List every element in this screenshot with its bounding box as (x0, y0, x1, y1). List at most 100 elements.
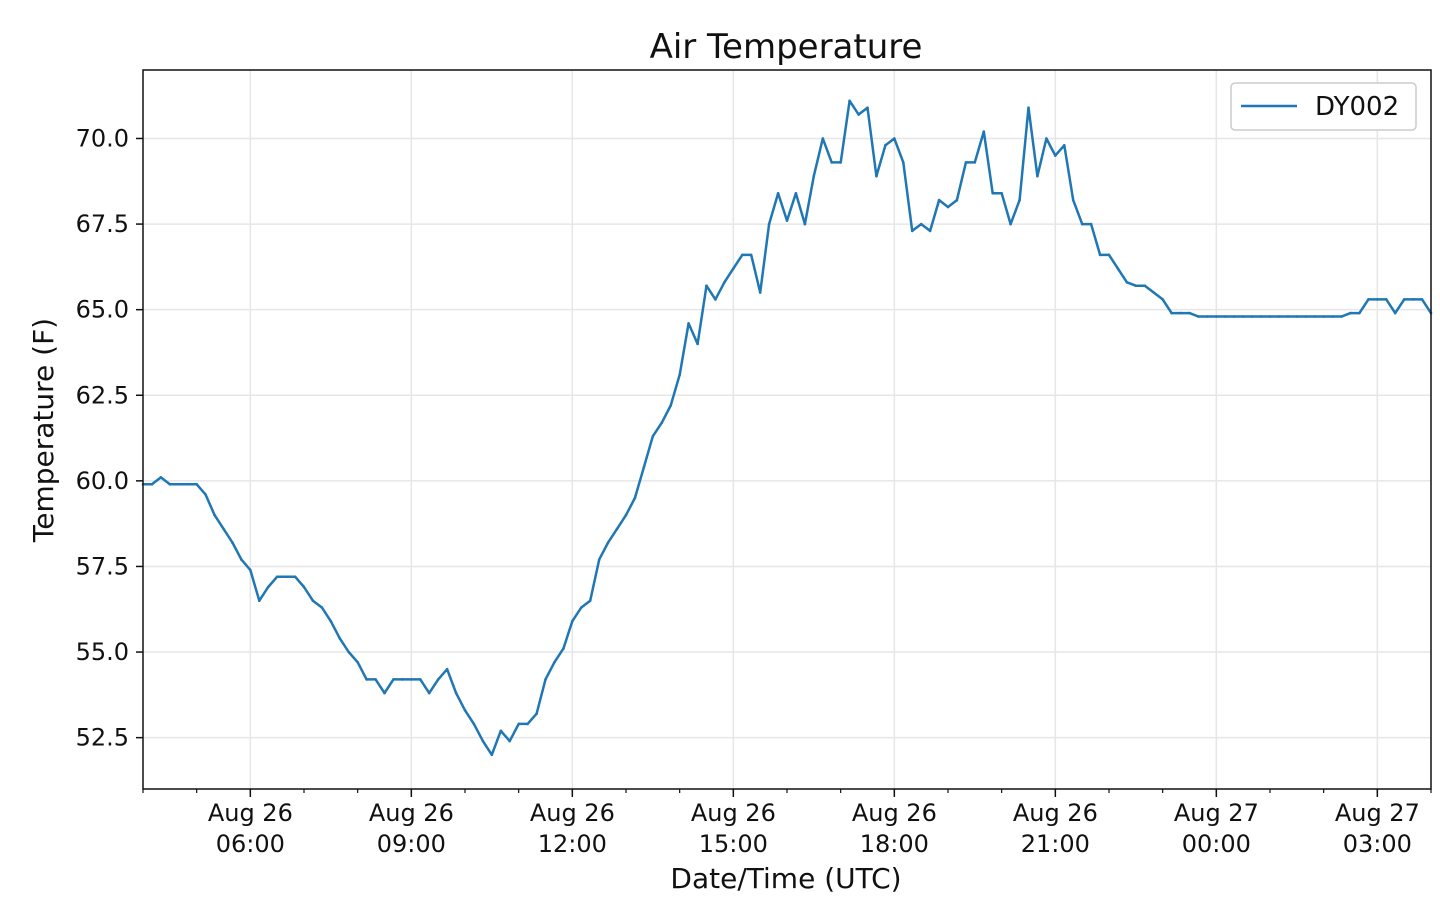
data-point (222, 527, 225, 531)
data-point (839, 161, 842, 164)
data-point (1313, 315, 1316, 318)
data-point (553, 661, 556, 664)
data-point (955, 198, 959, 202)
data-point (1385, 298, 1388, 301)
y-tick-label: 70.0 (76, 124, 129, 152)
x-tick-label-time: 00:00 (1182, 830, 1251, 858)
data-point (535, 712, 538, 715)
plot-frame (142, 69, 1432, 790)
data-point (1080, 222, 1084, 226)
data-point (1420, 298, 1424, 301)
x-tick-label-date: Aug 27 (1335, 799, 1420, 827)
data-point (580, 606, 583, 609)
data-point (857, 113, 860, 116)
data-point (445, 667, 449, 671)
data-point (910, 229, 914, 233)
data-point (696, 342, 699, 346)
data-point (830, 161, 833, 164)
data-point (311, 599, 315, 602)
data-point (982, 130, 986, 133)
data-point (714, 298, 717, 301)
data-point (1250, 315, 1254, 318)
data-point (964, 161, 968, 164)
data-point (392, 678, 395, 681)
data-point (651, 435, 655, 438)
data-point (275, 575, 279, 578)
data-point (1215, 315, 1218, 318)
data-point (401, 678, 404, 681)
x-tick-label-time: 06:00 (216, 830, 285, 858)
data-point (1009, 222, 1012, 226)
data-point (1286, 315, 1290, 318)
data-point (1322, 315, 1325, 318)
data-point (1206, 315, 1209, 318)
data-point (1340, 315, 1343, 318)
x-tick-label-date: Aug 27 (1174, 799, 1259, 827)
y-tick-label: 67.5 (76, 210, 129, 238)
chart-title: Air Temperature (650, 27, 923, 67)
data-point (1358, 311, 1361, 315)
data-point (266, 585, 270, 589)
data-point (544, 678, 547, 681)
data-point (1143, 284, 1147, 288)
data-point (1241, 315, 1245, 318)
data-point (571, 619, 574, 623)
data-point (1116, 267, 1120, 270)
data-point (660, 421, 664, 425)
data-point (195, 483, 198, 486)
x-tick-label-time: 15:00 (699, 830, 768, 858)
y-axis: 52.5 55.0 57.5 60.0 62.5 65.0 67.5 70.0 (76, 124, 143, 752)
x-tick-label-date: Aug 26 (852, 799, 937, 827)
data-point (1268, 315, 1272, 318)
data-point (419, 678, 422, 681)
data-point (785, 219, 789, 222)
data-point (732, 267, 735, 270)
data-point (517, 722, 520, 726)
data-point (383, 691, 386, 695)
y-tick-label: 65.0 (76, 296, 129, 324)
data-point (454, 691, 458, 695)
data-point (1161, 298, 1164, 301)
x-tick-label-time: 03:00 (1343, 830, 1412, 858)
data-point (481, 739, 485, 743)
data-point (884, 144, 887, 147)
data-point (1179, 311, 1182, 315)
data-point (902, 161, 905, 164)
data-point (562, 647, 565, 650)
series-layer (141, 99, 1433, 757)
data-point (1376, 298, 1379, 301)
data-point (204, 493, 207, 496)
data-point (937, 198, 941, 202)
data-point (213, 513, 216, 517)
data-point (159, 476, 163, 479)
series-points (141, 99, 1433, 757)
data-point (1411, 298, 1415, 301)
data-point (794, 192, 798, 195)
x-tick-label-date: Aug 26 (691, 799, 776, 827)
data-point (177, 483, 181, 486)
data-point (410, 678, 413, 681)
data-point (499, 729, 503, 733)
data-point (347, 650, 351, 654)
data-point (597, 558, 601, 561)
data-point (150, 483, 154, 486)
data-point (186, 483, 189, 486)
data-point (1349, 311, 1352, 315)
y-axis-title: Temperature (F) (27, 318, 60, 543)
x-tick-label-time: 12:00 (538, 830, 607, 858)
data-point (374, 678, 377, 681)
data-point (365, 678, 368, 681)
data-point (1054, 154, 1057, 157)
data-point (1197, 315, 1200, 318)
data-point (991, 192, 994, 195)
data-point (866, 106, 869, 109)
data-point (1125, 281, 1129, 284)
data-point (463, 709, 467, 712)
data-point (642, 465, 646, 469)
data-point (767, 222, 771, 226)
data-point (633, 496, 637, 500)
data-point (293, 575, 297, 578)
data-point (490, 753, 494, 757)
data-point (526, 722, 529, 726)
